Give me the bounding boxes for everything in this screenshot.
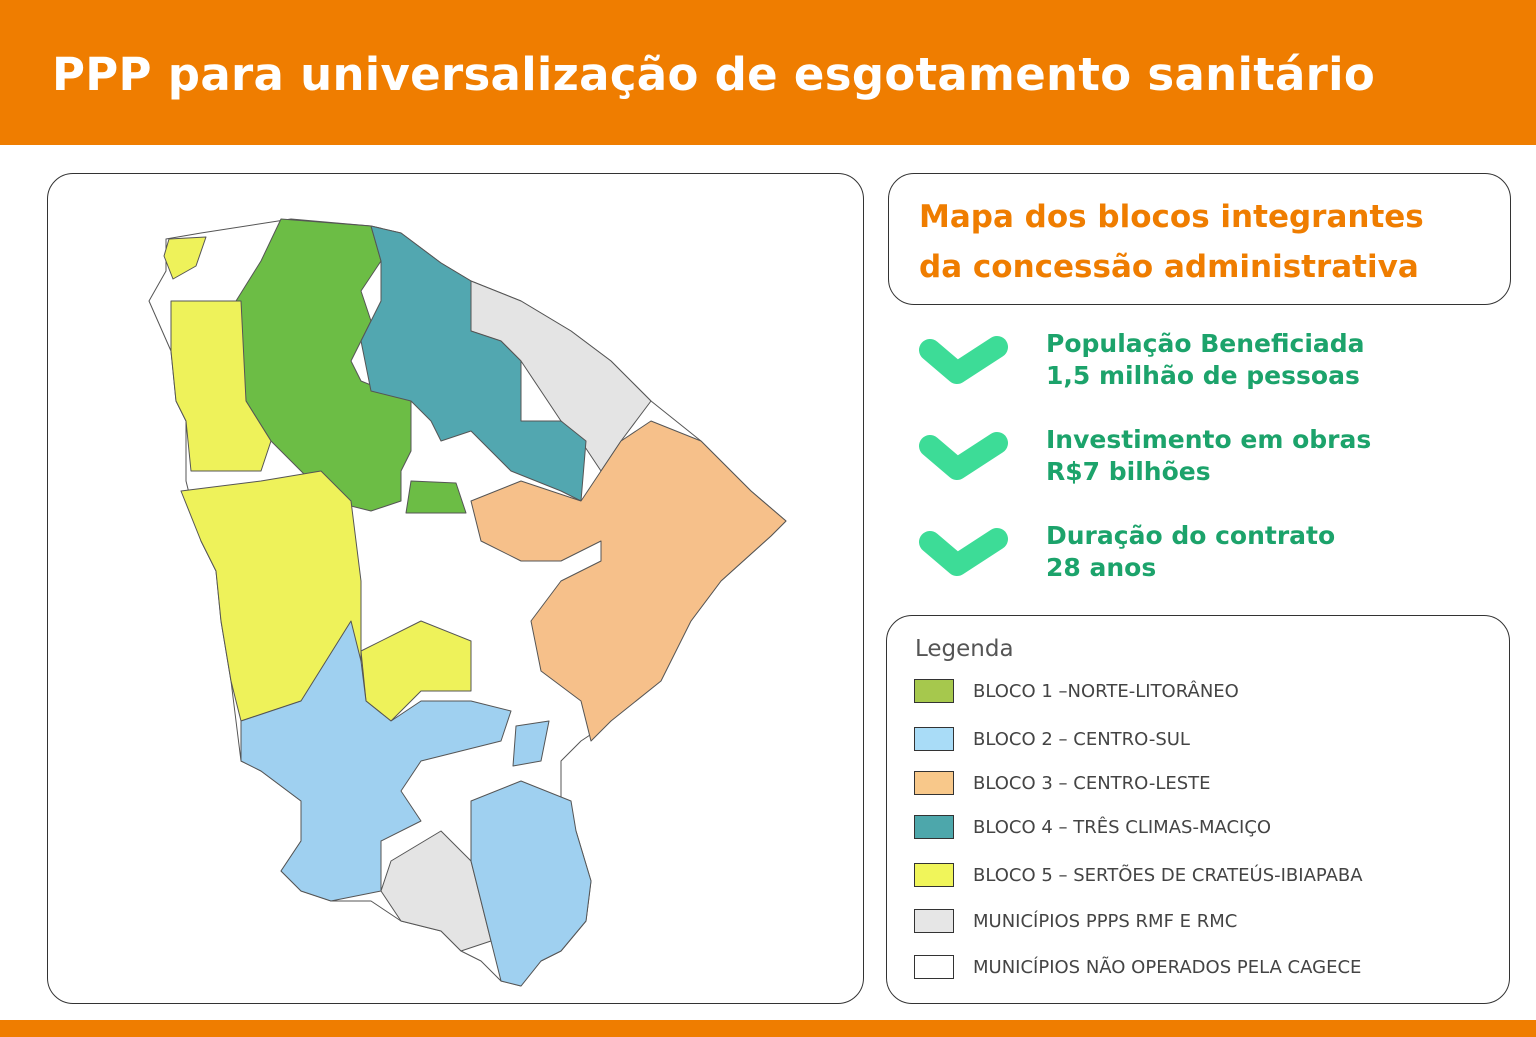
legend-swatch — [914, 909, 954, 933]
region-yellow — [170, 300, 272, 472]
highlight: Investimento em obras R$7 bilhões — [1046, 424, 1371, 488]
highlight-label: População Beneficiada — [1046, 329, 1365, 358]
heading-box: Mapa dos blocos integrantes da concessão… — [888, 173, 1511, 305]
highlight-value: R$7 bilhões — [1046, 457, 1211, 486]
legend-label: MUNICÍPIOS PPPS RMF E RMC — [973, 911, 1238, 932]
region-blue — [470, 780, 592, 987]
highlight-label: Investimento em obras — [1046, 425, 1372, 454]
legend-label: BLOCO 1 –NORTE-LITORÂNEO — [973, 681, 1239, 702]
check-icons — [919, 336, 1008, 576]
highlight-value: 28 anos — [1046, 553, 1157, 582]
legend-label: BLOCO 2 – CENTRO-SUL — [973, 729, 1190, 750]
header-bar: PPP para universalização de esgotamento … — [0, 0, 1536, 145]
legend-title: Legenda — [915, 636, 1014, 662]
heading-line: Mapa dos blocos integrantes — [919, 199, 1424, 235]
page-title: PPP para universalização de esgotamento … — [52, 48, 1376, 101]
legend-swatch — [914, 955, 954, 979]
legend-label: BLOCO 3 – CENTRO-LESTE — [973, 773, 1211, 794]
region-orange — [470, 420, 787, 742]
legend-swatch — [914, 679, 954, 703]
footer-bar — [0, 1020, 1536, 1037]
highlight: Duração do contrato 28 anos — [1046, 520, 1335, 584]
legend-label: BLOCO 5 – SERTÕES DE CRATEÚS-IBIAPABA — [973, 865, 1363, 886]
check-icon — [919, 336, 1008, 384]
legend-swatch — [914, 863, 954, 887]
highlight-label: Duração do contrato — [1046, 521, 1336, 550]
legend-swatch — [914, 727, 954, 751]
region-blue — [512, 720, 550, 767]
ceara-map — [148, 218, 787, 987]
region-blue — [240, 620, 512, 902]
region-grey — [380, 830, 492, 952]
highlight: População Beneficiada 1,5 milhão de pesso… — [1046, 328, 1365, 392]
check-icon — [919, 432, 1008, 480]
info-heading: Mapa dos blocos integrantes da concessão… — [919, 192, 1424, 292]
legend-box: Legenda BLOCO 1 –NORTE-LITORÂNEO BLOCO 2 … — [886, 615, 1510, 1004]
map-panel — [47, 173, 864, 1004]
legend-swatch — [914, 815, 954, 839]
heading-line: da concessão administrativa — [919, 249, 1419, 285]
region-teal — [360, 225, 587, 502]
highlight-value: 1,5 milhão de pessoas — [1046, 361, 1360, 390]
legend-swatch — [914, 771, 954, 795]
region-yellow — [163, 236, 207, 280]
legend-label: BLOCO 4 – TRÊS CLIMAS-MACIÇO — [973, 817, 1272, 838]
legend-label: MUNICÍPIOS NÃO OPERADOS PELA CAGECE — [973, 957, 1362, 978]
check-icon — [919, 528, 1008, 576]
region-green — [405, 480, 467, 514]
